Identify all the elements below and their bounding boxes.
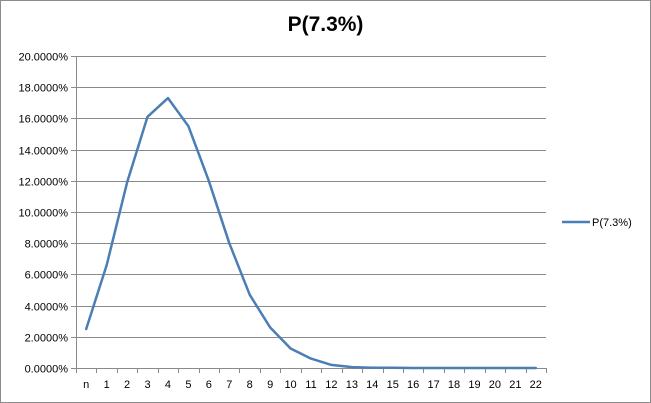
- x-tick-label: 8: [247, 379, 253, 391]
- y-tick-label: 2.0000%: [25, 333, 69, 345]
- x-tick-label: 20: [489, 379, 501, 391]
- y-tick-label: 10.0000%: [18, 208, 68, 220]
- y-axis-tick-labels: 0.0000% 2.0000% 4.0000% 6.0000% 8.0000% 10.00…: [18, 52, 68, 376]
- y-tick-label: 0.0000%: [25, 364, 69, 376]
- x-tick-label: 13: [346, 379, 358, 391]
- y-tick-label: 14.0000%: [18, 146, 68, 158]
- y-tick-label: 18.0000%: [18, 83, 68, 95]
- axes: [71, 56, 547, 373]
- y-tick-label: 16.0000%: [18, 114, 68, 126]
- x-tick-label: 18: [448, 379, 460, 391]
- chart-title: P(7.3%): [287, 13, 364, 36]
- x-tick-label: 21: [509, 379, 521, 391]
- series-group: [84, 96, 538, 370]
- x-tick-label: 11: [305, 379, 316, 391]
- x-tick-label: 16: [407, 379, 419, 391]
- x-axis-tick-labels: n 1 2 3 4 5 6 7 8 9 10 11 12 13 14 15 16 17 18 19 20 21 22: [83, 379, 542, 391]
- y-tick-label: 8.0000%: [25, 239, 69, 251]
- x-tick-label: 19: [468, 379, 480, 391]
- y-tick-label: 12.0000%: [18, 177, 68, 189]
- y-tick-label: 20.0000%: [18, 52, 68, 64]
- x-tick-label: 3: [144, 379, 150, 391]
- x-tick-label: 5: [185, 379, 191, 391]
- legend: P(7.3%): [562, 217, 632, 229]
- x-tick-label: 7: [226, 379, 232, 391]
- x-tick-label: 17: [427, 379, 439, 391]
- y-tick-label: 4.0000%: [25, 302, 69, 314]
- x-tick-label: n: [83, 379, 89, 391]
- gridlines: [76, 56, 546, 369]
- x-tick-label: 10: [284, 379, 296, 391]
- x-tick-label: 14: [366, 379, 378, 391]
- x-tick-label: 15: [387, 379, 399, 391]
- y-tick-label: 6.0000%: [25, 270, 69, 282]
- x-tick-label: 22: [530, 379, 542, 391]
- x-tick-label: 2: [124, 379, 130, 391]
- x-tick-label: 12: [325, 379, 337, 391]
- x-tick-label: 9: [267, 379, 273, 391]
- x-tick-label: 4: [165, 379, 171, 391]
- legend-label: P(7.3%): [592, 217, 632, 229]
- series-line: [84, 96, 538, 370]
- x-tick-label: 1: [104, 379, 110, 391]
- x-tick-label: 6: [206, 379, 212, 391]
